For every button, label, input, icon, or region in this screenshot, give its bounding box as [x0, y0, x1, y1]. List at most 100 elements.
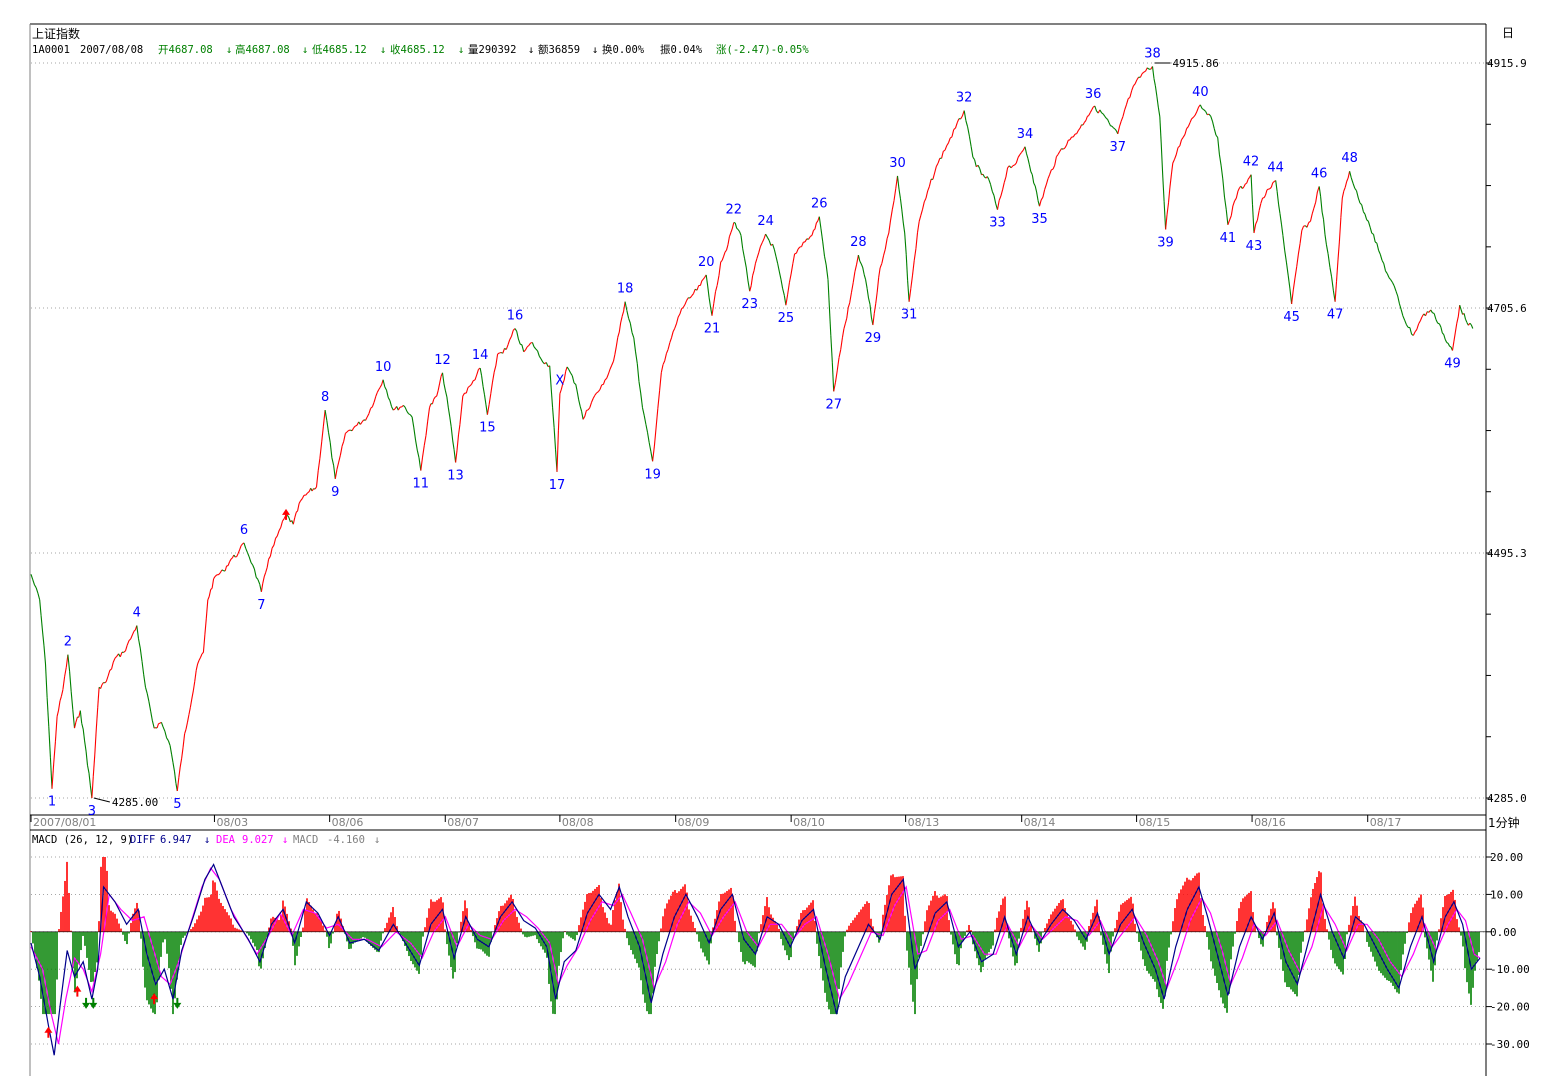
wave-label: 11 [413, 477, 430, 492]
price-segment [854, 264, 858, 272]
price-segment [915, 232, 919, 249]
price-segment [1033, 182, 1036, 187]
price-segment [852, 271, 856, 283]
price-segment [301, 494, 305, 499]
price-segment [1285, 262, 1289, 276]
price-segment [634, 351, 638, 364]
price-segment [392, 408, 396, 411]
price-segment [937, 158, 941, 164]
wave-label: 28 [850, 235, 867, 250]
price-segment [949, 136, 953, 139]
price-segment [766, 237, 770, 241]
price-segment [677, 313, 681, 318]
price-segment [321, 426, 324, 442]
price-segment [1287, 275, 1291, 289]
wave-label: 21 [704, 322, 721, 337]
price-segment [1187, 122, 1191, 127]
price-segment [311, 488, 315, 492]
price-segment [1010, 165, 1014, 169]
price-segment [1309, 213, 1313, 222]
price-segment [491, 372, 495, 383]
price-segment [1337, 241, 1340, 260]
price-segment [1213, 128, 1217, 136]
price-segment [941, 151, 944, 159]
price-segment [1371, 232, 1374, 235]
wave-label: 29 [865, 331, 882, 346]
price-segment [447, 407, 451, 418]
price-segment [35, 587, 39, 594]
price-segment [1460, 309, 1464, 315]
price-segment [48, 726, 51, 758]
price-segment [1260, 197, 1264, 204]
price-segment [718, 262, 722, 276]
price-segment [804, 238, 808, 243]
price-segment [507, 339, 511, 345]
price-segment [736, 227, 739, 230]
price-segment [1378, 250, 1381, 255]
price-segment [1111, 125, 1114, 129]
price-segment [913, 248, 917, 261]
price-segment [160, 722, 164, 728]
price-segment [761, 238, 765, 243]
price-segment [1335, 259, 1339, 282]
price-segment [1163, 201, 1167, 230]
price-segment [528, 342, 532, 346]
price-segment [1040, 196, 1044, 201]
wave-label: 37 [1109, 140, 1126, 155]
wave-label: 15 [479, 421, 496, 436]
price-segment [421, 445, 425, 458]
price-segment [670, 331, 674, 338]
price-segment [1275, 180, 1278, 192]
price-segment [1321, 211, 1325, 220]
price-segment [1352, 183, 1356, 189]
wave-label: 24 [757, 214, 774, 229]
restore-icon[interactable]: 日 [1502, 26, 1514, 40]
price-segment [818, 216, 822, 229]
price-segment [606, 373, 609, 379]
price-segment [840, 337, 843, 350]
price-segment [866, 288, 870, 299]
price-segment [679, 308, 683, 315]
price-segment [604, 377, 608, 381]
price-segment [684, 300, 688, 305]
price-segment [592, 394, 596, 399]
price-segment [248, 556, 252, 563]
wave-label: 45 [1283, 310, 1300, 325]
price-segment [1177, 145, 1181, 148]
price-segment [699, 280, 703, 286]
price-segment [1089, 109, 1093, 113]
price-segment [1266, 188, 1269, 191]
period-label[interactable]: 1分钟 [1488, 815, 1520, 830]
price-segment [1379, 254, 1383, 261]
price-segment [376, 389, 380, 393]
price-segment [1066, 140, 1069, 146]
price-segment [319, 441, 323, 459]
price-segment [772, 244, 775, 250]
price-segment [1062, 147, 1066, 150]
price-segment [210, 587, 213, 590]
price-segment [136, 625, 140, 639]
price-segment [490, 382, 494, 394]
price-segment [370, 406, 373, 409]
price-segment [682, 304, 686, 308]
price-segment [730, 228, 733, 233]
price-segment [350, 429, 353, 432]
price-segment [88, 773, 91, 786]
price-segment [1159, 116, 1162, 144]
price-segment [1167, 187, 1171, 203]
wave-label: 34 [1017, 127, 1034, 142]
price-segment [416, 450, 420, 458]
price-segment [550, 388, 554, 408]
price-segment [476, 369, 480, 376]
price-segment [523, 349, 526, 353]
price-segment [739, 231, 742, 236]
price-segment [82, 729, 86, 741]
price-segment [1256, 210, 1260, 221]
price-segment [777, 263, 780, 272]
price-segment [67, 654, 71, 672]
price-segment [1223, 197, 1227, 210]
price-segment [905, 254, 909, 281]
price-segment [1082, 122, 1085, 126]
price-segment [1038, 199, 1042, 207]
price-segment [1125, 98, 1129, 105]
